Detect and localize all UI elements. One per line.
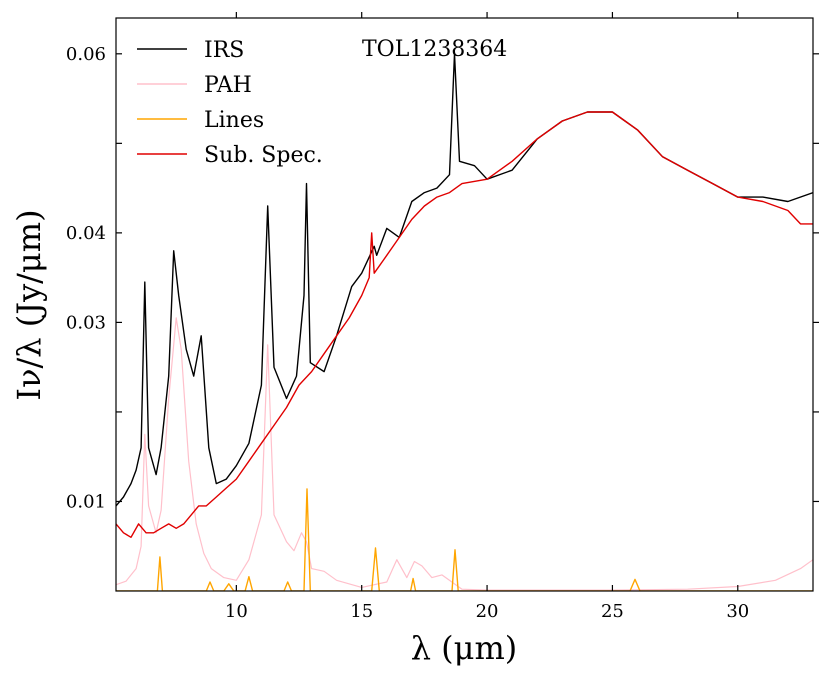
plot-area — [116, 18, 813, 591]
x-tick-label: 20 — [476, 601, 499, 622]
x-tick-label: 30 — [726, 601, 749, 622]
tick-layer: 10 15 20 25 30 0.01 0.03 0.04 0.06 — [66, 12, 819, 622]
plot-frame — [115, 17, 814, 592]
legend-label: Lines — [204, 108, 264, 133]
x-axis-title: λ (μm) — [411, 629, 518, 667]
y-tick-label: 0.04 — [66, 223, 106, 244]
x-tick-label: 15 — [350, 601, 373, 622]
y-axis-title: Iν/λ (Jy/μm) — [10, 209, 48, 400]
legend-label: PAH — [204, 73, 252, 98]
y-tick-label: 0.01 — [66, 491, 106, 512]
x-tick-label: 10 — [225, 601, 248, 622]
legend-label: IRS — [204, 38, 244, 63]
series-layer — [116, 53, 813, 591]
series-line-sub-spec — [116, 111, 813, 538]
y-tick-label: 0.03 — [66, 312, 106, 333]
x-tick-label: 25 — [601, 601, 624, 622]
series-line-pah — [116, 317, 813, 591]
legend-label: Sub. Spec. — [204, 143, 323, 168]
chart-annotation: TOL1238364 — [362, 37, 507, 62]
legend: IRS PAH Lines Sub. Spec. — [137, 38, 323, 168]
y-tick-label: 0.06 — [66, 44, 106, 65]
series-line-lines — [116, 488, 813, 591]
